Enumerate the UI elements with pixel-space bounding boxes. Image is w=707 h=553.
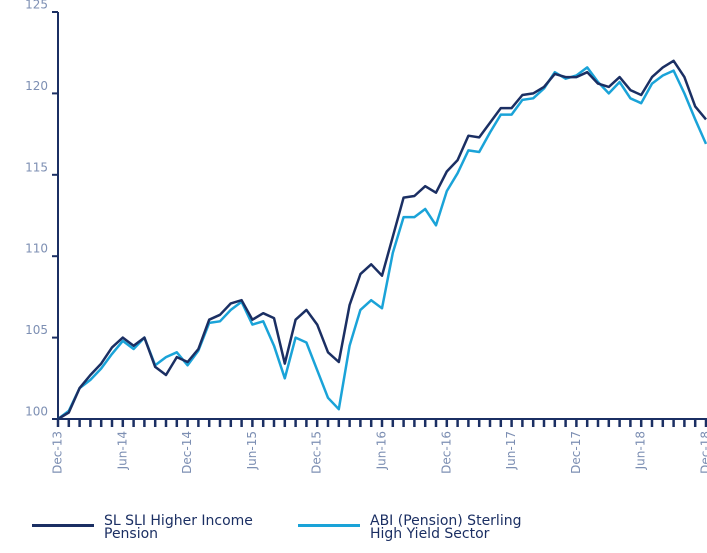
x-tick-label: Jun-17 <box>504 431 518 470</box>
x-tick-label: Jun-16 <box>375 431 389 470</box>
x-tick-label: Jun-15 <box>245 431 259 470</box>
x-tick-label: Jun-14 <box>115 431 129 470</box>
y-tick-label: 120 <box>25 79 48 93</box>
y-tick-label: 115 <box>25 160 48 174</box>
x-tick-label: Dec-16 <box>439 431 453 474</box>
y-tick-label: 100 <box>25 405 48 419</box>
x-tick-label: Dec-18 <box>699 431 707 474</box>
x-tick-label: Dec-13 <box>51 431 65 474</box>
legend-swatch <box>298 524 360 527</box>
y-tick-label: 110 <box>25 242 48 256</box>
x-tick-label: Jun-18 <box>634 431 648 470</box>
y-tick-label: 125 <box>25 0 48 12</box>
chart: 100 105 110 115 120 125 Dec-13 Jun-14 Dec-14 Jun-… <box>25 0 707 474</box>
series-line <box>57 59 707 421</box>
y-tick-label: 105 <box>25 323 48 337</box>
legend-label: SL SLI Higher Income Pension <box>104 513 253 542</box>
legend-item: SL SLI Higher Income Pension <box>32 513 264 542</box>
legend-item: ABI (Pension) Sterling High Yield Sector <box>298 513 530 542</box>
x-tick-label: Dec-15 <box>310 431 324 474</box>
legend-swatch <box>32 524 94 527</box>
x-tick-label: Dec-14 <box>180 431 194 474</box>
x-tick-label: Dec-17 <box>569 431 583 474</box>
legend-label: ABI (Pension) Sterling High Yield Sector <box>370 513 522 542</box>
